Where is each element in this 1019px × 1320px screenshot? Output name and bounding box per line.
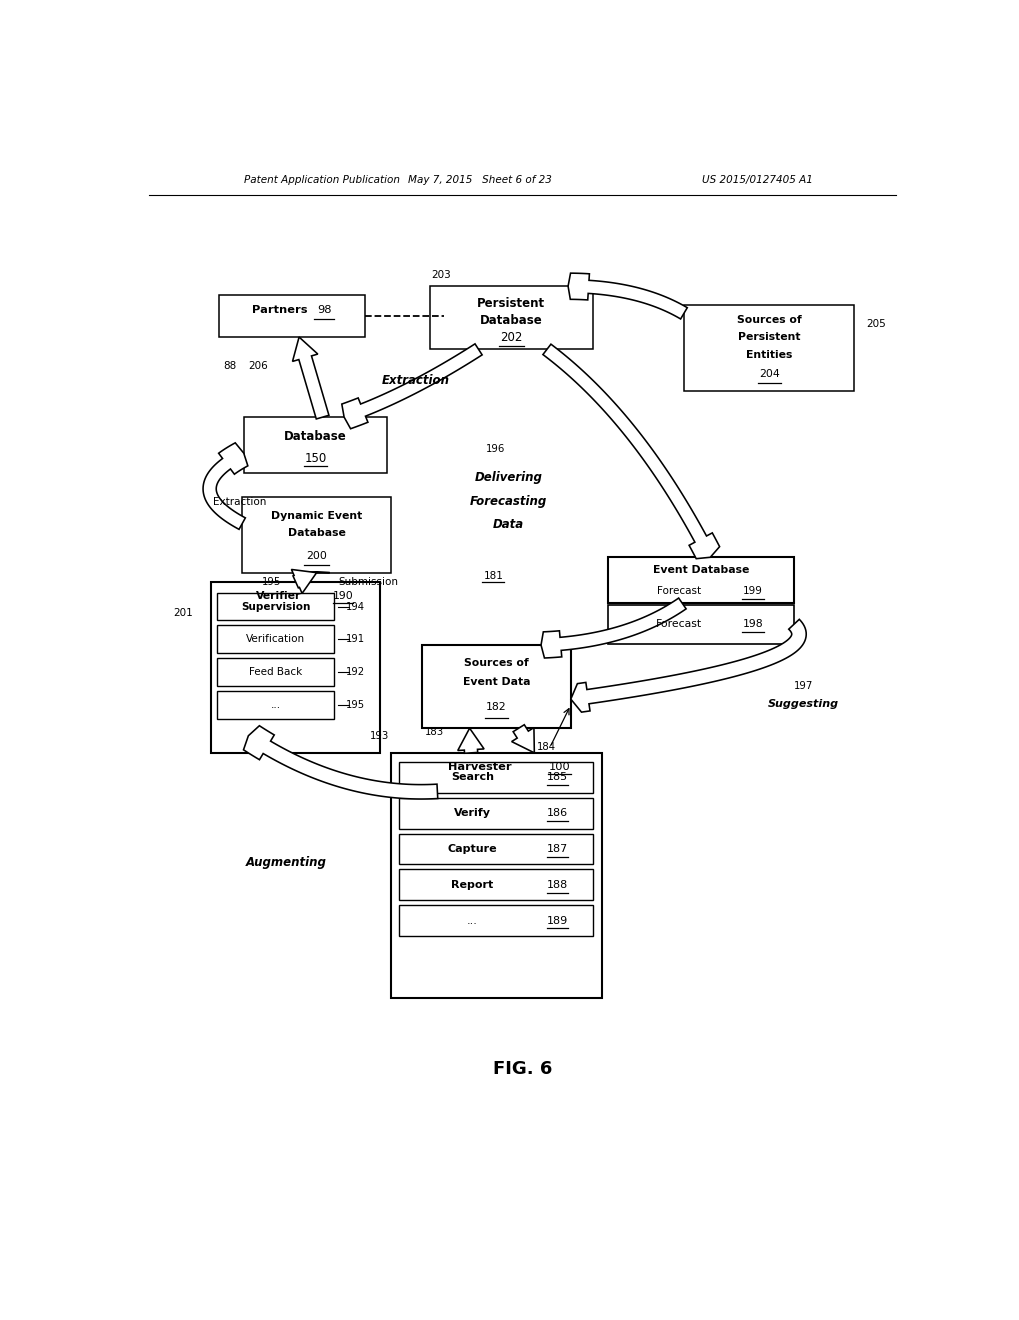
Text: Extraction: Extraction — [381, 374, 449, 387]
Bar — [217, 690, 333, 718]
Polygon shape — [540, 598, 686, 657]
Text: Database: Database — [283, 430, 346, 444]
Text: Persistent: Persistent — [477, 297, 544, 310]
Text: ...: ... — [270, 700, 280, 710]
Text: Patent Application Publication: Patent Application Publication — [244, 176, 399, 185]
Text: Harvester: Harvester — [447, 762, 511, 772]
Text: 206: 206 — [248, 362, 267, 371]
Text: 204: 204 — [758, 368, 779, 379]
Text: 181: 181 — [483, 570, 502, 581]
Text: 198: 198 — [742, 619, 762, 630]
Text: US 2015/0127405 A1: US 2015/0127405 A1 — [702, 176, 812, 185]
Text: 195: 195 — [261, 577, 280, 587]
Text: Capture: Capture — [447, 843, 496, 854]
Text: Event Database: Event Database — [652, 565, 748, 576]
Text: 88: 88 — [222, 362, 235, 371]
Bar — [217, 659, 333, 686]
Bar — [242, 498, 390, 573]
Bar — [390, 752, 601, 998]
Text: 100: 100 — [548, 762, 570, 772]
Text: 195: 195 — [345, 700, 365, 710]
Text: 191: 191 — [345, 635, 365, 644]
Text: Extraction: Extraction — [213, 496, 266, 507]
Text: Suggesting: Suggesting — [767, 698, 838, 709]
Text: 205: 205 — [865, 318, 886, 329]
Text: 188: 188 — [546, 880, 568, 890]
Text: May 7, 2015   Sheet 6 of 23: May 7, 2015 Sheet 6 of 23 — [408, 176, 551, 185]
Text: Sources of: Sources of — [736, 315, 801, 325]
Text: Search: Search — [450, 772, 493, 783]
Text: Entities: Entities — [745, 350, 792, 360]
Text: Submission: Submission — [338, 577, 397, 587]
Text: 199: 199 — [743, 586, 762, 595]
Text: Forecasting: Forecasting — [470, 495, 547, 508]
Text: 189: 189 — [546, 916, 568, 925]
Text: Partners: Partners — [252, 305, 308, 315]
Text: Verifier: Verifier — [256, 591, 302, 601]
Polygon shape — [341, 343, 482, 429]
Text: FIG. 6: FIG. 6 — [492, 1060, 552, 1077]
Bar — [398, 797, 592, 829]
Polygon shape — [291, 569, 316, 594]
Bar — [398, 834, 592, 865]
Bar — [398, 870, 592, 900]
Text: Augmenting: Augmenting — [246, 857, 326, 870]
Text: 197: 197 — [793, 681, 812, 690]
Bar — [398, 906, 592, 936]
Bar — [422, 645, 571, 729]
Text: ...: ... — [467, 916, 477, 925]
Text: 187: 187 — [546, 843, 568, 854]
Text: Supervision: Supervision — [240, 602, 310, 611]
Bar — [684, 305, 854, 391]
Text: 150: 150 — [304, 451, 326, 465]
Text: 202: 202 — [499, 331, 522, 345]
Text: Persistent: Persistent — [737, 333, 800, 342]
Text: Delivering: Delivering — [475, 471, 542, 484]
Bar — [219, 294, 365, 337]
Text: 98: 98 — [317, 305, 331, 315]
Polygon shape — [244, 726, 437, 799]
Polygon shape — [542, 345, 719, 558]
Text: Verify: Verify — [453, 808, 490, 818]
Text: 194: 194 — [345, 602, 365, 611]
Text: 200: 200 — [306, 550, 327, 561]
Bar — [217, 626, 333, 653]
Text: 203: 203 — [431, 271, 450, 280]
Text: Forecast: Forecast — [656, 586, 700, 595]
Text: Event Data: Event Data — [463, 677, 530, 686]
Text: 196: 196 — [485, 445, 504, 454]
Polygon shape — [203, 442, 248, 529]
Bar — [244, 417, 387, 473]
Polygon shape — [458, 729, 484, 754]
Bar — [607, 557, 793, 603]
Text: 193: 193 — [370, 731, 388, 741]
Text: 182: 182 — [486, 702, 506, 713]
Text: Sources of: Sources of — [464, 659, 528, 668]
Text: 184: 184 — [536, 742, 555, 752]
Text: Data: Data — [493, 517, 524, 531]
Text: Report: Report — [450, 880, 493, 890]
Text: Dynamic Event: Dynamic Event — [271, 511, 362, 521]
Text: Database: Database — [287, 528, 345, 539]
Text: 186: 186 — [546, 808, 568, 818]
Bar — [398, 762, 592, 793]
Bar — [211, 582, 380, 752]
Text: Verification: Verification — [246, 635, 305, 644]
Bar — [607, 605, 793, 644]
Polygon shape — [512, 725, 534, 752]
Text: Forecast: Forecast — [655, 619, 701, 630]
Text: 201: 201 — [173, 607, 193, 618]
Polygon shape — [292, 337, 328, 418]
Polygon shape — [571, 619, 805, 711]
Text: 183: 183 — [424, 727, 443, 737]
Text: Database: Database — [479, 314, 542, 327]
Text: Feed Back: Feed Back — [249, 667, 302, 677]
Bar — [217, 593, 333, 620]
Text: 192: 192 — [345, 667, 365, 677]
Bar — [429, 286, 592, 350]
Text: 190: 190 — [332, 591, 353, 601]
Text: 185: 185 — [546, 772, 568, 783]
Polygon shape — [568, 273, 687, 319]
